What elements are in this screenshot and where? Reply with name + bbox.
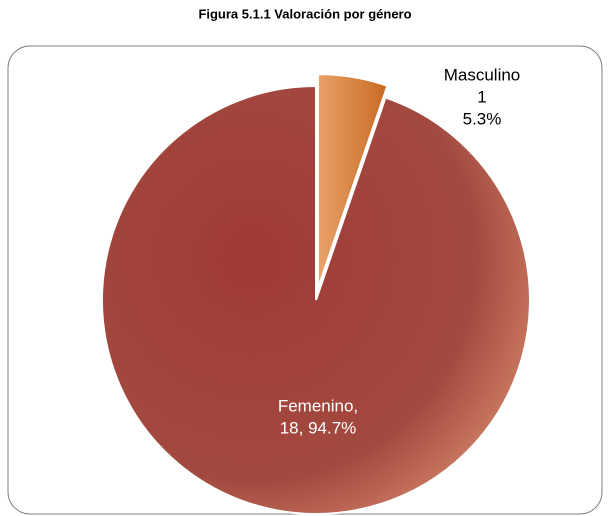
data-label: 5.3%	[463, 109, 502, 128]
pie-slice	[316, 73, 389, 289]
data-label: 1	[477, 87, 486, 106]
data-label: Masculino	[444, 65, 521, 84]
chart-title: Figura 5.1.1 Valoración por género	[198, 6, 411, 21]
pie-slice	[101, 84, 531, 515]
data-label: Femenino,	[278, 396, 358, 415]
data-label: 18, 94.7%	[280, 418, 357, 437]
